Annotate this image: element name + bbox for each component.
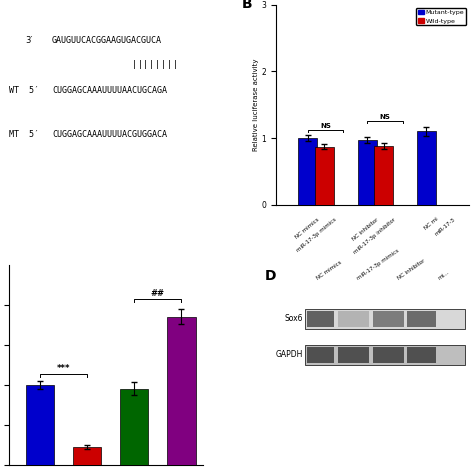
Text: |: | — [173, 60, 178, 69]
Text: NC mimics: NC mimics — [316, 260, 343, 281]
Bar — [298, 138, 317, 205]
Text: miR-17-3p mimics: miR-17-3p mimics — [356, 248, 400, 281]
Bar — [417, 131, 436, 205]
Text: ***: *** — [57, 365, 71, 374]
Text: miR-17-3p mimics: miR-17-3p mimics — [295, 217, 337, 253]
Text: MT  5′: MT 5′ — [9, 130, 39, 139]
Text: Sox6: Sox6 — [284, 314, 303, 323]
Bar — [26, 384, 54, 465]
Text: ##: ## — [151, 289, 165, 298]
Text: |: | — [155, 60, 160, 69]
Text: |: | — [137, 60, 143, 69]
Text: |: | — [149, 60, 154, 69]
Text: 3′: 3′ — [25, 36, 32, 45]
Text: |: | — [143, 60, 148, 69]
Text: CUGGAGCAAAUUUUAACUGCAGA: CUGGAGCAAAUUUUAACUGCAGA — [52, 86, 167, 95]
Bar — [408, 346, 437, 363]
Legend: Mutant-type, Wild-type: Mutant-type, Wild-type — [416, 8, 466, 26]
Text: GAUGUUCACGGAAGUGACGUCA: GAUGUUCACGGAAGUGACGUCA — [52, 36, 162, 45]
Bar — [315, 146, 334, 205]
Bar — [338, 310, 369, 327]
Text: NS: NS — [320, 123, 331, 128]
Text: D: D — [264, 269, 276, 283]
Bar — [373, 310, 403, 327]
Text: NC inhibitor: NC inhibitor — [397, 258, 426, 281]
Text: CUGGAGCAAAUUUUACGUGGACA: CUGGAGCAAAUUUUACGUGGACA — [52, 130, 167, 139]
Text: NC inhibitor: NC inhibitor — [352, 217, 380, 241]
Bar — [373, 346, 403, 363]
Bar — [305, 345, 465, 365]
Bar — [305, 309, 465, 328]
Text: |: | — [132, 60, 137, 69]
Text: miR-17-3: miR-17-3 — [433, 217, 456, 237]
Text: NS: NS — [379, 114, 390, 120]
Bar — [307, 346, 334, 363]
Text: GAPDH: GAPDH — [276, 350, 303, 359]
Bar — [120, 389, 148, 465]
Text: WT  5′: WT 5′ — [9, 86, 39, 95]
Text: NC mi: NC mi — [423, 217, 439, 231]
Bar — [357, 140, 376, 205]
Text: |: | — [161, 60, 166, 69]
Text: mi...: mi... — [438, 270, 450, 281]
Text: miR-17-3p inhibitor: miR-17-3p inhibitor — [353, 217, 396, 255]
Bar — [167, 317, 196, 465]
Bar — [374, 146, 393, 205]
Bar — [408, 310, 437, 327]
Bar — [338, 346, 369, 363]
Text: |: | — [167, 60, 172, 69]
Text: B: B — [241, 0, 252, 11]
Bar — [73, 447, 101, 465]
Y-axis label: Relative luciferase activity: Relative luciferase activity — [253, 58, 259, 151]
Bar — [307, 310, 334, 327]
Text: NC mimics: NC mimics — [294, 217, 320, 239]
